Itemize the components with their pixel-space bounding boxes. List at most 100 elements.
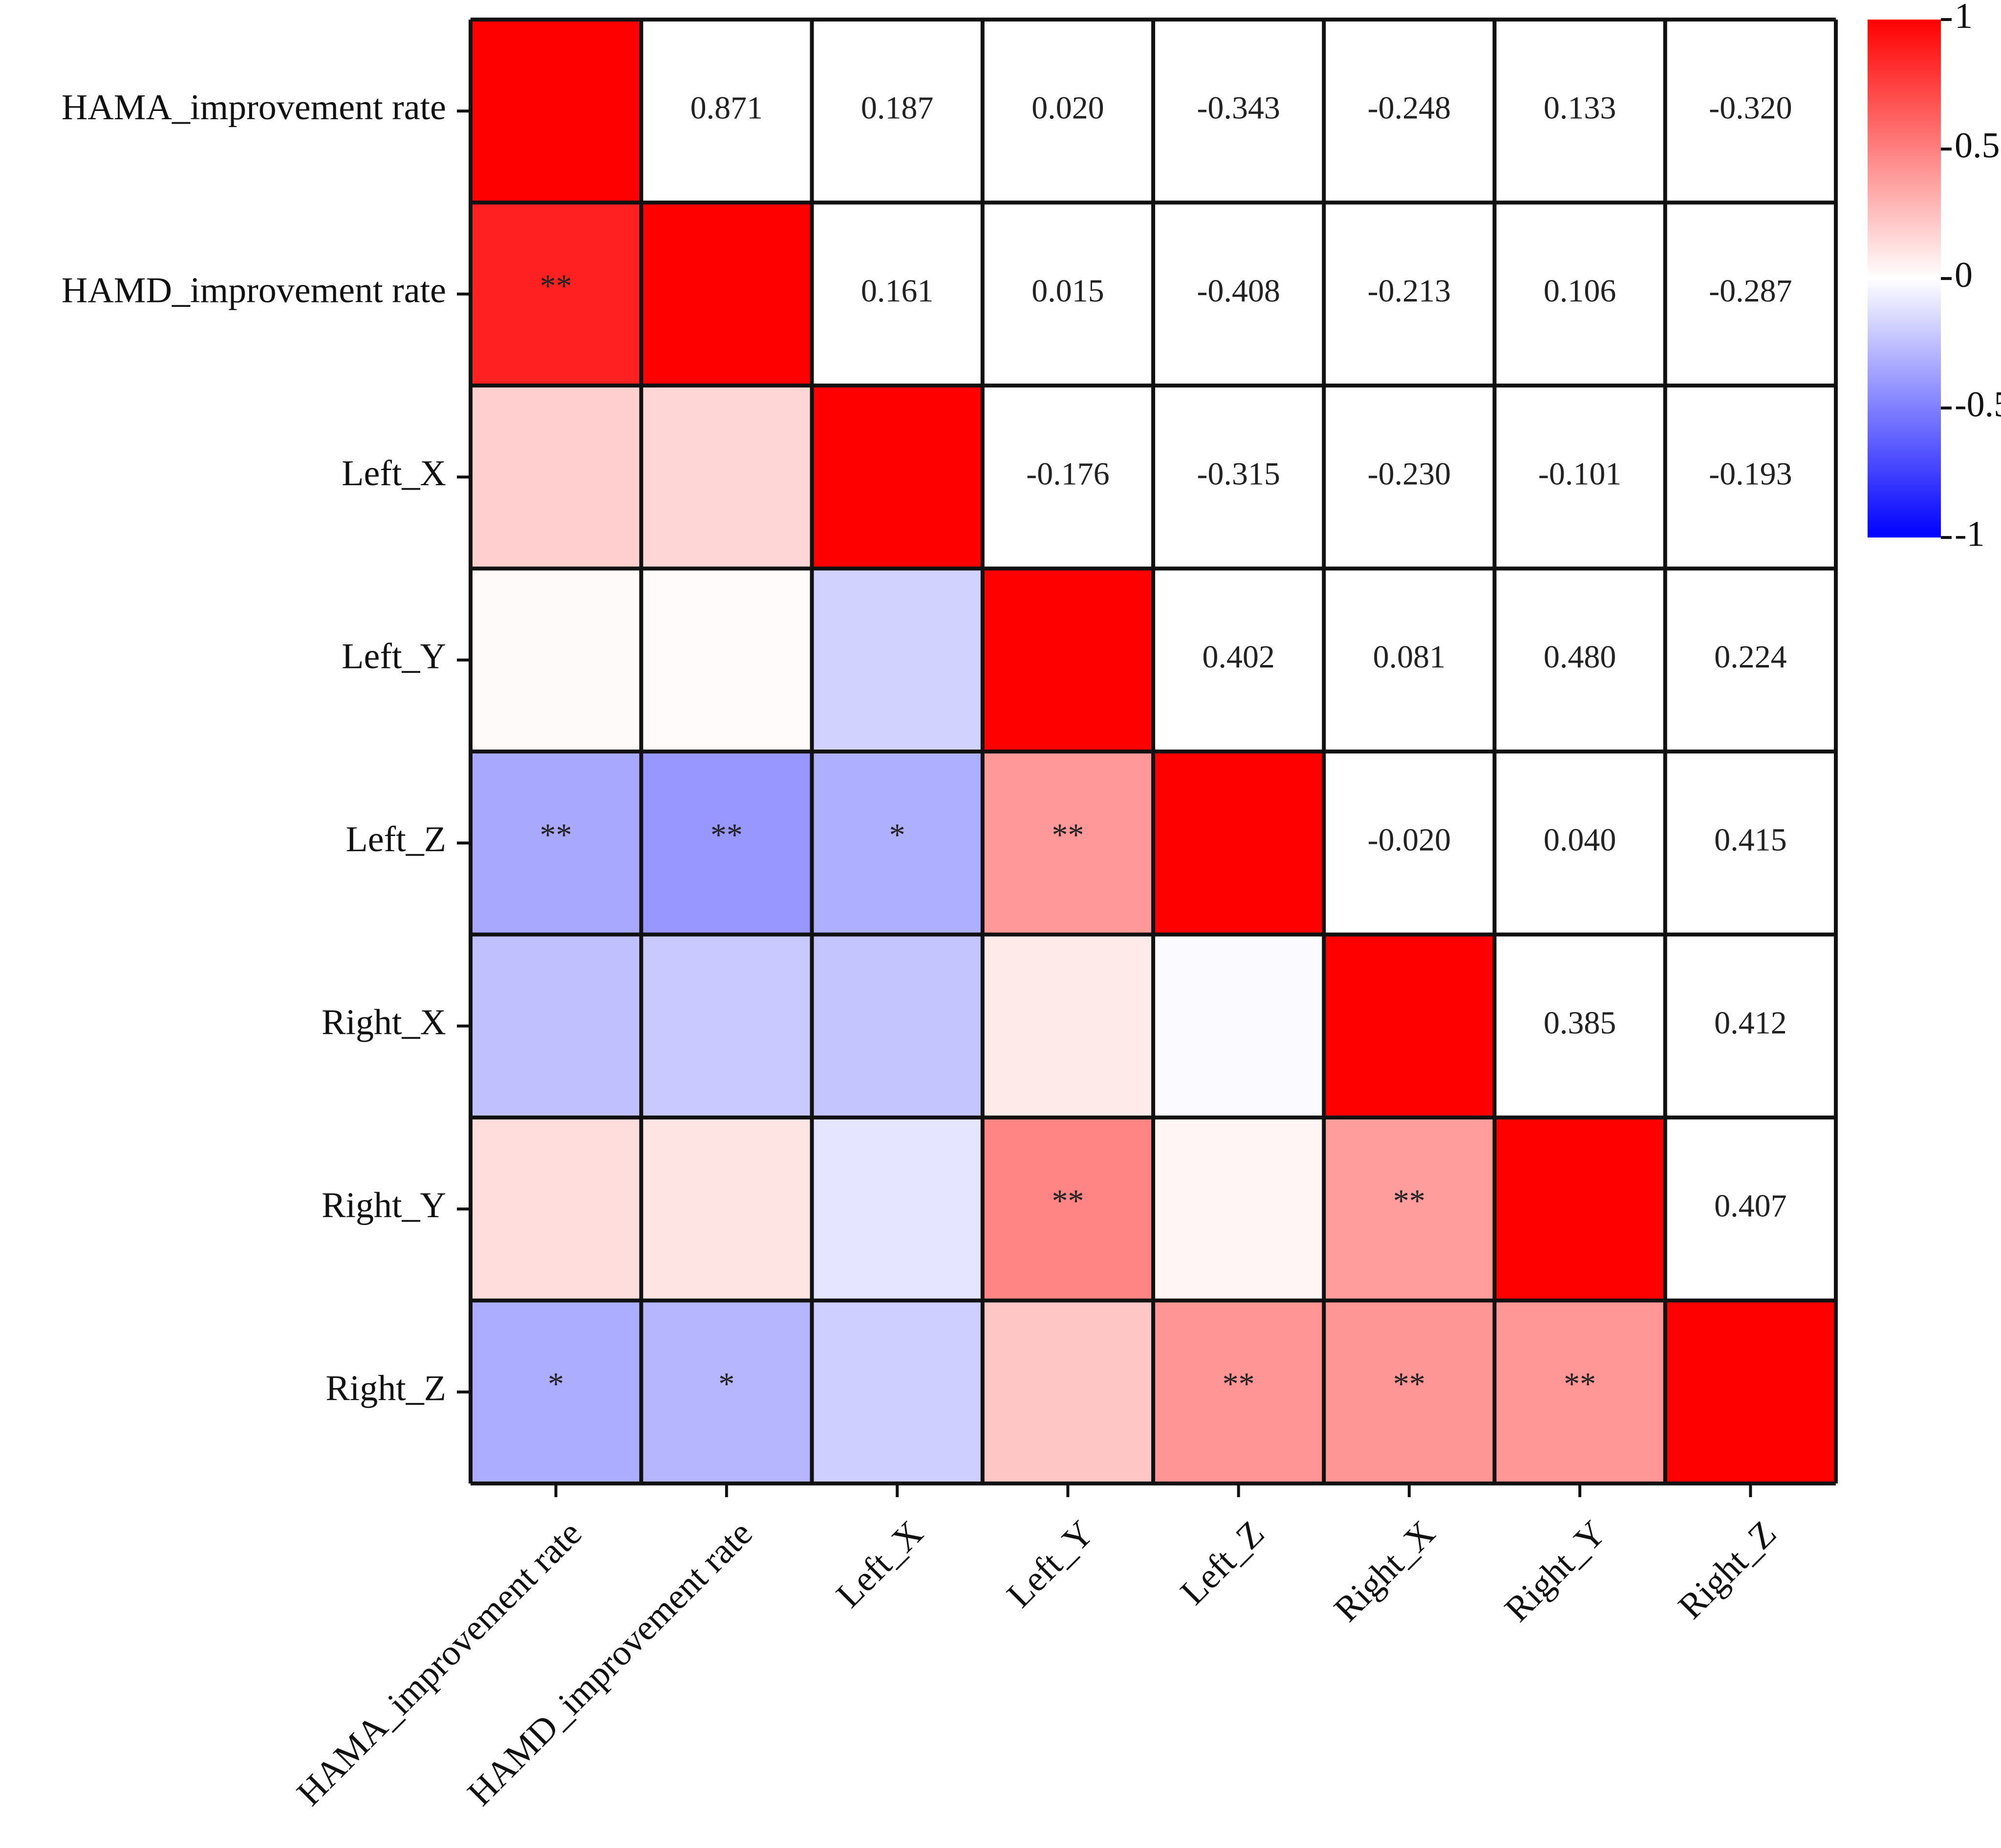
heatmap-cell: [812, 568, 983, 752]
y-axis: HAMA_improvement rate HAMD_improvement ra…: [62, 87, 471, 1409]
cell-value-label: 0.224: [1714, 639, 1787, 675]
heatmap-cell: [982, 934, 1153, 1117]
heatmap-cell: [812, 934, 983, 1117]
heatmap-cell: [641, 934, 812, 1117]
heatmap-cell: [471, 1300, 642, 1483]
heatmap-cell: [812, 1300, 983, 1483]
cell-value-label: 0.402: [1202, 639, 1275, 675]
heatmap-cell: [1324, 20, 1495, 203]
heatmap-cell: [1665, 934, 1836, 1117]
cell-value-label: -0.213: [1368, 273, 1451, 309]
heatmap-cell: [1665, 752, 1836, 935]
heatmap-cell: [982, 20, 1153, 203]
colorbar-tick-label: -0.5: [1955, 385, 2001, 425]
significance-label: **: [540, 817, 572, 853]
heatmap-cell: [1494, 934, 1665, 1117]
x-tick-label: Left_Y: [999, 1513, 1101, 1615]
heatmap-cell: [1665, 20, 1836, 203]
cell-value-label: 0.133: [1544, 90, 1616, 126]
y-tick-label: Left_Y: [342, 637, 446, 677]
cell-value-label: -0.320: [1709, 90, 1792, 126]
heatmap-cell: [1494, 568, 1665, 752]
heatmap-cell: [1153, 386, 1324, 569]
significance-label: **: [1393, 1183, 1425, 1219]
cell-value-label: 0.412: [1714, 1005, 1787, 1041]
x-tick-label: HAMA_improvement rate: [289, 1513, 590, 1814]
heatmap-cell: [812, 20, 983, 203]
cell-value-label: 0.415: [1714, 822, 1787, 858]
heatmap-cell: [641, 20, 812, 203]
significance-label: **: [710, 817, 743, 853]
heatmap-cell: [1494, 752, 1665, 935]
heatmap-cell: [1324, 568, 1495, 752]
heatmap-cell: [1153, 934, 1324, 1117]
heatmap-cell: [471, 20, 642, 203]
heatmap-cell: [1324, 1300, 1495, 1483]
cell-value-label: -0.343: [1197, 90, 1280, 126]
heatmap-cell: [1665, 202, 1836, 386]
heatmap-cell: [982, 1117, 1153, 1301]
cell-value-label: 0.081: [1373, 639, 1446, 675]
cell-value-label: -0.230: [1368, 456, 1451, 492]
significance-label: *: [548, 1366, 564, 1402]
significance-label: **: [1223, 1366, 1255, 1402]
x-tick-label: Right_Z: [1671, 1513, 1784, 1627]
y-tick-label: Right_X: [322, 1003, 446, 1043]
heatmap-cell: [1153, 752, 1324, 935]
cell-value-label: 0.106: [1544, 273, 1616, 309]
heatmap-cell: [982, 386, 1153, 569]
x-tick-label: Right_X: [1326, 1513, 1442, 1630]
heatmap-cell: [1324, 386, 1495, 569]
heatmap-cell: [982, 202, 1153, 386]
heatmap-cell: [641, 386, 812, 569]
heatmap-cell: [982, 752, 1153, 935]
cell-value-label: -0.408: [1197, 273, 1280, 309]
heatmap-cell: [471, 568, 642, 752]
significance-label: **: [1564, 1366, 1596, 1402]
cell-value-label: 0.407: [1714, 1188, 1787, 1224]
cell-value-label: -0.020: [1368, 822, 1451, 858]
colorbar-gradient: [1868, 20, 1941, 537]
heatmap-cell: [812, 752, 983, 935]
cell-value-label: -0.176: [1026, 456, 1109, 492]
heatmap-cells: 0.871 0.187 0.020 -0.343 -0.248 0.133 -0.320**…: [471, 20, 1836, 1483]
heatmap-cell: [471, 1117, 642, 1301]
cell-value-label: 0.040: [1544, 822, 1616, 858]
significance-label: *: [889, 817, 905, 853]
colorbar-tick-label: 0: [1955, 255, 1973, 295]
cell-value-label: 0.015: [1032, 273, 1104, 309]
x-tick-label: Left_X: [829, 1513, 931, 1615]
x-tick-label: HAMD_improvement rate: [460, 1513, 760, 1814]
cell-value-label: 0.161: [861, 273, 934, 309]
heatmap-cell: [1153, 20, 1324, 203]
heatmap-cell: [1324, 1117, 1495, 1301]
cell-value-label: 0.385: [1544, 1005, 1616, 1041]
cell-value-label: 0.480: [1544, 639, 1616, 675]
heatmap-cell: [1153, 1300, 1324, 1483]
heatmap-cell: [1153, 1117, 1324, 1301]
cell-value-label: 0.187: [861, 90, 934, 126]
heatmap-cell: [982, 1300, 1153, 1483]
heatmap-cell: [1494, 1300, 1665, 1483]
heatmap-cell: [982, 568, 1153, 752]
heatmap-cell: [1494, 202, 1665, 386]
heatmap-cell: [471, 386, 642, 569]
colorbar-tick-label: 1: [1955, 0, 1973, 36]
heatmap-cell: [1665, 568, 1836, 752]
x-tick-label: Left_Z: [1173, 1513, 1272, 1612]
heatmap-cell: [812, 202, 983, 386]
heatmap-cell: [1153, 202, 1324, 386]
heatmap-cell: [1494, 20, 1665, 203]
heatmap-cell: [641, 568, 812, 752]
y-tick-label: Left_X: [342, 453, 446, 494]
x-tick-label: Right_Y: [1497, 1513, 1614, 1630]
heatmap-cell: [471, 934, 642, 1117]
colorbar-tick-label: 0.5: [1955, 126, 2000, 166]
heatmap-cell: [1665, 386, 1836, 569]
y-tick-label: HAMA_improvement rate: [62, 87, 446, 128]
cell-value-label: 0.871: [690, 90, 763, 126]
y-tick-label: Right_Z: [325, 1369, 446, 1409]
cell-value-label: -0.101: [1538, 456, 1621, 492]
